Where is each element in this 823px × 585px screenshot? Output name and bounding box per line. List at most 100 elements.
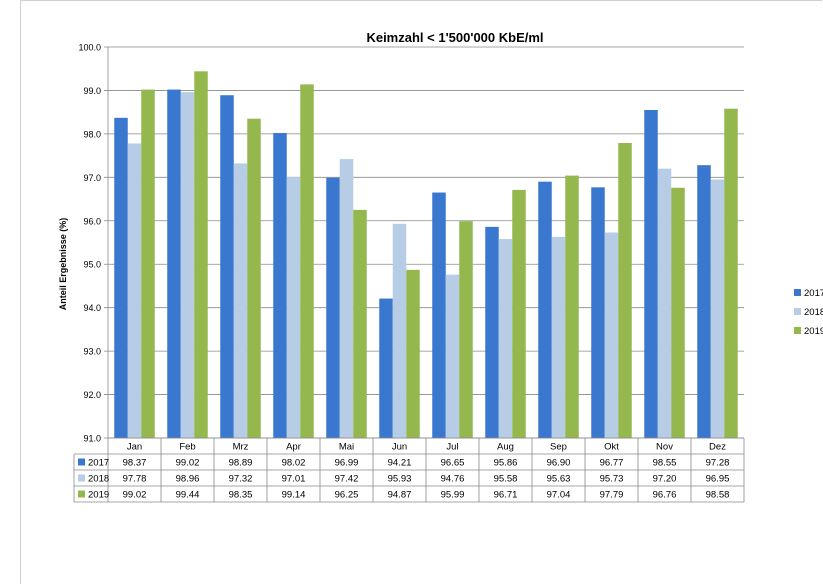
- bar-2017-Mai: [326, 177, 340, 439]
- x-tick-label: Dez: [709, 442, 726, 453]
- legend-label-2017: 2017: [804, 288, 823, 299]
- table-cell: 96.25: [335, 490, 359, 501]
- bar-2017-Aug: [485, 226, 499, 438]
- table-cell: 96.77: [600, 458, 624, 469]
- chart-title: Keimzahl < 1'500'000 KbE/ml: [366, 30, 543, 45]
- bar-2018-Mai: [339, 159, 354, 438]
- bar-2018-Feb: [180, 92, 195, 438]
- table-cell: 96.90: [547, 458, 571, 469]
- bar-2017-Mrz: [220, 95, 234, 439]
- bar-2018-Jan: [127, 143, 142, 439]
- bar-2019-Feb: [194, 71, 208, 438]
- table-series-name: 2019: [88, 490, 109, 501]
- table-cell: 95.86: [494, 458, 518, 469]
- legend-label-2018: 2018: [804, 307, 823, 318]
- y-tick-label: 91.0: [83, 434, 101, 444]
- data-table: Jan Feb Mrz Apr Mai Jun Jul Aug Sep Okt Nov Dez 2017…: [73, 437, 745, 503]
- table-cell: 98.55: [653, 458, 677, 469]
- legend: 2017 2018 2019: [794, 288, 823, 337]
- x-tick-label: Nov: [656, 442, 673, 453]
- bar-2018-Sep: [551, 236, 566, 438]
- bar-2017-Jan: [114, 117, 128, 438]
- bar-2019-Mrz: [247, 118, 261, 438]
- x-tick-label: Feb: [179, 442, 195, 453]
- table-cell: 96.71: [494, 490, 518, 501]
- table-cell: 95.58: [494, 474, 518, 485]
- table-cell: 98.89: [229, 458, 253, 469]
- table-cell: 96.76: [653, 490, 677, 501]
- x-tick-label: Okt: [604, 442, 619, 453]
- bar-2017-Apr: [273, 133, 287, 438]
- bar-2018-Aug: [498, 239, 513, 438]
- table-cell: 96.99: [335, 458, 359, 469]
- y-axis-ticks: 91.0 92.0 93.0 94.0 95.0 96.0 97.0 98.0 99.0 100.…: [78, 43, 101, 444]
- bar-chart: Keimzahl < 1'500'000 KbE/ml 91.0 92.0 93.0…: [58, 30, 823, 503]
- bar-2019-Mai: [353, 209, 367, 438]
- bar-2019-Aug: [512, 189, 526, 438]
- table-legend-swatch: [78, 490, 85, 498]
- y-tick-label: 97.0: [83, 173, 101, 183]
- table-cell: 94.87: [388, 490, 412, 501]
- table-cell: 98.35: [229, 490, 253, 501]
- table-legend-swatch: [78, 474, 85, 482]
- bar-2019-Sep: [565, 175, 579, 438]
- x-tick-label: Aug: [497, 442, 514, 453]
- legend-swatch-2019: [794, 327, 801, 334]
- y-tick-label: 96.0: [83, 216, 101, 226]
- y-tick-label: 100.0: [78, 43, 101, 53]
- table-cell: 94.76: [441, 474, 465, 485]
- bar-2019-Dez: [724, 108, 738, 439]
- y-tick-label: 93.0: [83, 347, 101, 357]
- table-cell: 98.37: [123, 458, 147, 469]
- x-tick-label: Mrz: [233, 442, 249, 453]
- bar-2017-Sep: [538, 181, 552, 438]
- bar-2019-Apr: [300, 84, 314, 439]
- table-cell: 95.63: [547, 474, 571, 485]
- table-legend-swatch: [78, 458, 85, 466]
- table-cell: 99.02: [176, 458, 200, 469]
- bar-2018-Dez: [710, 179, 725, 438]
- bar-2018-Nov: [657, 168, 672, 438]
- table-cell: 99.14: [282, 490, 306, 501]
- x-tick-label: Jan: [127, 442, 142, 453]
- bar-2017-Feb: [167, 89, 181, 438]
- y-tick-label: 99.0: [83, 86, 101, 96]
- y-tick-label: 98.0: [83, 129, 101, 139]
- bar-2019-Okt: [618, 143, 632, 439]
- x-tick-label: Sep: [550, 442, 567, 453]
- table-cell: 97.78: [123, 474, 147, 485]
- table-cell: 95.73: [600, 474, 624, 485]
- x-tick-label: Mai: [339, 442, 354, 453]
- bars: [114, 71, 738, 439]
- table-cell: 95.93: [388, 474, 412, 485]
- x-tick-label: Jun: [392, 442, 407, 453]
- bar-2017-Dez: [697, 165, 711, 438]
- table-cell: 98.58: [706, 490, 730, 501]
- y-axis-label: Anteil Ergebnisse (%): [58, 218, 68, 311]
- bar-2018-Apr: [286, 176, 301, 438]
- table-cell: 97.42: [335, 474, 359, 485]
- bar-2018-Jul: [445, 274, 460, 438]
- y-tick-label: 95.0: [83, 260, 101, 270]
- table-cell: 95.99: [441, 490, 465, 501]
- bar-2017-Jul: [432, 192, 446, 438]
- bar-2017-Nov: [644, 109, 658, 438]
- x-tick-label: Jul: [446, 442, 458, 453]
- legend-label-2019: 2019: [804, 326, 823, 337]
- bar-2017-Jun: [379, 298, 393, 438]
- bar-2017-Okt: [591, 187, 605, 438]
- table-cell: 98.02: [282, 458, 306, 469]
- x-tick-label: Apr: [286, 442, 301, 453]
- table-cell: 97.20: [653, 474, 677, 485]
- table-cell: 97.32: [229, 474, 253, 485]
- chart-frame: Keimzahl < 1'500'000 KbE/ml 91.0 92.0 93.0…: [20, 0, 823, 584]
- table-cell: 99.02: [123, 490, 147, 501]
- bar-2018-Okt: [604, 232, 619, 438]
- table-cell: 98.96: [176, 474, 200, 485]
- table-cell: 97.01: [282, 474, 306, 485]
- bar-2019-Jun: [406, 269, 420, 438]
- legend-swatch-2017: [794, 289, 801, 296]
- table-cell: 97.28: [706, 458, 730, 469]
- table-series-name: 2017: [88, 458, 109, 469]
- bar-2019-Jan: [141, 89, 155, 438]
